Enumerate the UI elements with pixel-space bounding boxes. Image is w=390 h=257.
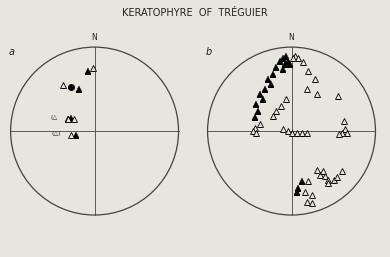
Text: N: N (92, 33, 98, 42)
Circle shape (207, 47, 376, 215)
Text: a: a (9, 47, 15, 57)
Text: (△: (△ (51, 115, 58, 120)
Text: b: b (206, 47, 212, 57)
Text: N: N (289, 33, 294, 42)
Text: KERATOPHYRE  OF  TRÉGUIER: KERATOPHYRE OF TRÉGUIER (122, 8, 268, 18)
Circle shape (11, 47, 179, 215)
Text: (△): (△) (51, 131, 61, 136)
